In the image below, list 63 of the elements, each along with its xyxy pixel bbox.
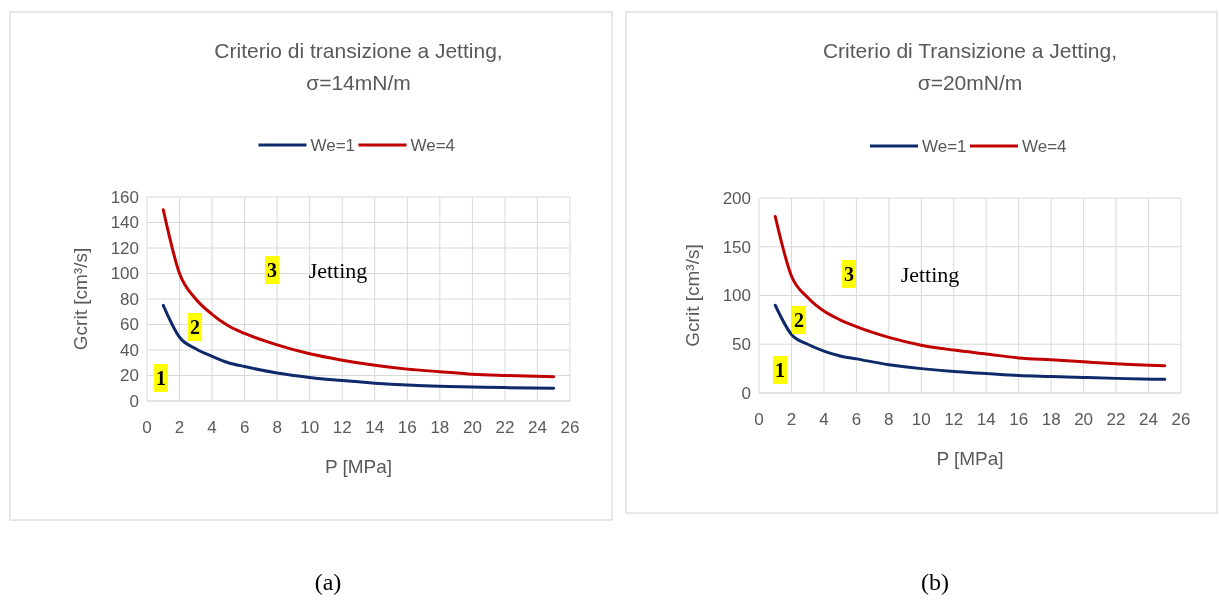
annotation: 3	[267, 259, 277, 281]
annotation: Jetting	[900, 261, 960, 287]
x-tick-label: 24	[1139, 410, 1158, 429]
text: (b)	[921, 569, 949, 595]
y-tick-label: 60	[120, 315, 139, 335]
annotation: 1	[775, 359, 785, 381]
annotation: 1	[156, 367, 166, 389]
chart-title: Criterio di Transizione a Jetting, σ=20mN/m	[822, 39, 1118, 94]
y-tick-label: 50	[732, 335, 751, 355]
x-axis-title: P [MPa]	[936, 448, 1004, 469]
x-tick-label: 4	[207, 418, 217, 437]
y-tick-label: 40	[120, 340, 139, 360]
y-tick-label: 150	[722, 237, 751, 257]
annotation: 2	[794, 309, 804, 331]
x-tick-label: 2	[786, 410, 797, 429]
y-tick-label: 0	[129, 391, 139, 411]
legend-label: We=1	[310, 135, 356, 155]
annotation: 2	[190, 316, 200, 338]
x-tick-label: 24	[528, 418, 547, 437]
x-tick-label: 6	[239, 418, 250, 437]
y-axis-title: Gcrit [cm³/s]	[682, 244, 703, 347]
x-tick-label: 10	[911, 410, 931, 429]
x-tick-label: 18	[430, 418, 450, 437]
annotation: Jetting	[308, 257, 368, 283]
y-tick-label: 100	[110, 264, 139, 284]
y-tick-label: 120	[110, 238, 139, 258]
x-tick-label: 2	[174, 418, 185, 437]
y-tick-label: 100	[722, 286, 751, 306]
legend-label: We=4	[1022, 136, 1067, 156]
x-tick-label: 12	[944, 410, 964, 429]
x-tick-label: 12	[332, 418, 352, 437]
x-tick-label: 16	[1009, 410, 1029, 429]
x-tick-label: 0	[754, 410, 764, 429]
y-tick-label: 160	[110, 187, 139, 207]
x-tick-label: 14	[976, 410, 996, 429]
x-axis-title: P [MPa]	[324, 456, 393, 477]
y-tick-label: 0	[741, 383, 751, 403]
x-tick-label: 20	[462, 418, 482, 437]
y-tick-label: 80	[120, 289, 139, 309]
x-tick-label: 14	[365, 418, 385, 437]
legend-label: We=4	[410, 135, 456, 155]
text: (a)	[314, 569, 342, 595]
x-tick-label: 22	[495, 418, 515, 437]
y-axis-title: Gcrit [cm³/s]	[70, 247, 91, 351]
x-tick-label: 10	[300, 418, 320, 437]
y-tick-label: 20	[120, 366, 139, 386]
x-tick-label: 18	[1041, 410, 1061, 429]
legend-label: We=1	[922, 136, 967, 156]
x-tick-label: 8	[884, 410, 894, 429]
x-tick-label: 4	[819, 410, 829, 429]
chart-title: Criterio di transizione a Jetting, σ=14mN/m	[214, 39, 503, 94]
x-tick-label: 16	[397, 418, 417, 437]
x-tick-label: 6	[851, 410, 862, 429]
x-tick-label: 26	[1171, 410, 1191, 429]
x-tick-label: 8	[272, 418, 282, 437]
y-tick-label: 140	[110, 213, 139, 233]
line-series	[773, 303, 1167, 381]
x-tick-label: 20	[1074, 410, 1094, 429]
x-tick-label: 0	[142, 418, 152, 437]
x-tick-label: 26	[560, 418, 580, 437]
x-tick-label: 22	[1106, 410, 1126, 429]
y-tick-label: 200	[722, 188, 751, 208]
annotation: 3	[844, 263, 854, 285]
